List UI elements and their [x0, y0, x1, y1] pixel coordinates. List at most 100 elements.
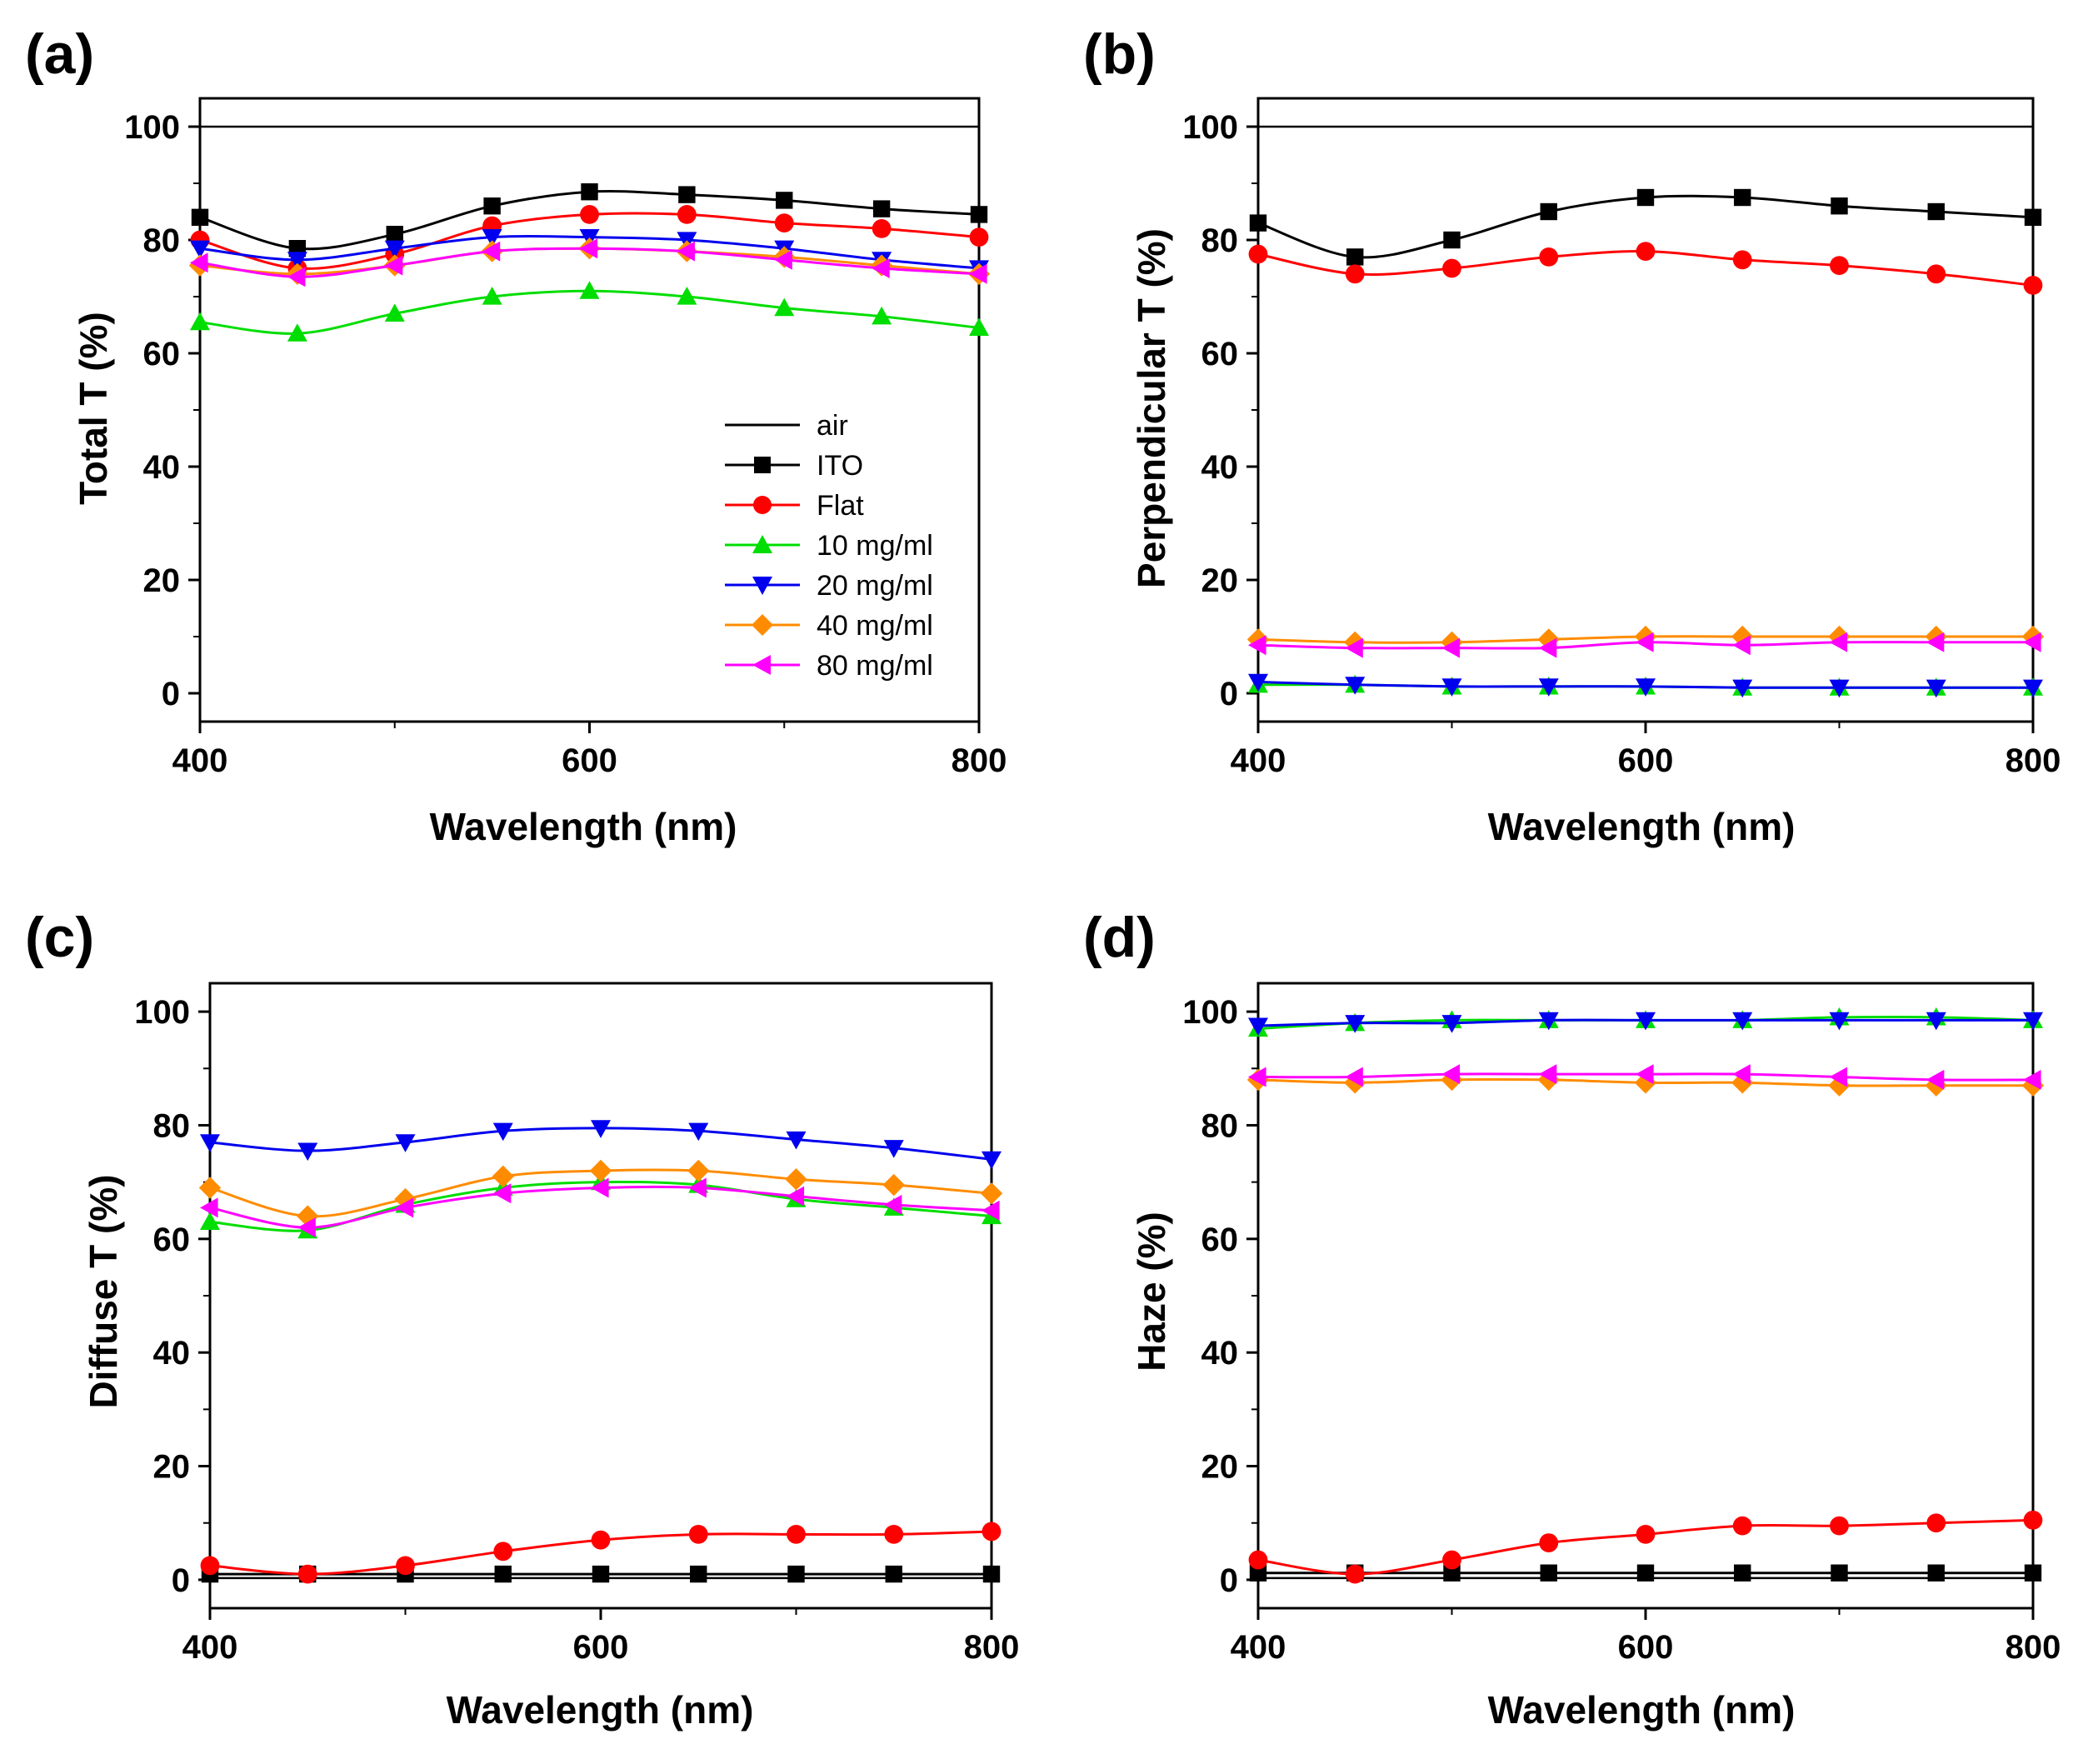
panel-b-letter: (b): [1083, 22, 1156, 86]
panel-a-series-flat-point: [969, 227, 989, 247]
panel-d-series-20-mg-ml-point: [1732, 1012, 1753, 1031]
panel-d-series-80-mg-ml-point: [1926, 1069, 1945, 1090]
legend: air ITO Flat 10 mg/ml 20 mg/ml 40 mg/ml …: [725, 410, 933, 682]
legend-label-40: 40 mg/ml: [817, 610, 933, 642]
panel-c-series-80-mg-ml-point: [883, 1194, 902, 1215]
panel-c-letter: (c): [25, 906, 94, 969]
panel-b-series-40-mg-ml-point: [1344, 631, 1366, 653]
legend-label-ito: ITO: [817, 450, 863, 482]
panel-b-y-tick-label: 40: [1201, 449, 1239, 486]
panel-d-series-20-mg-ml-point: [1441, 1015, 1462, 1033]
panel-a-series-ito-point: [776, 192, 793, 209]
panel-b-series-80-mg-ml-point: [1829, 632, 1848, 652]
panel-c: (c) 400 600 800 0 20 40 60 80 100 Wavelength (nm…: [25, 906, 1019, 1732]
panel-b-series-ito-point: [1636, 188, 1655, 207]
panel-a-series-flat-point: [580, 205, 599, 224]
panel-d-series-flat-point: [1732, 1516, 1752, 1536]
panel-d-y-tick-label: 80: [1201, 1107, 1239, 1144]
panel-d-series-ito-point: [1540, 1564, 1557, 1582]
panel-c-series-flat-point: [493, 1542, 513, 1562]
panel-c-series-flat-point: [982, 1522, 1002, 1542]
panel-a-series-10-mg-ml-point: [482, 287, 502, 305]
panel-b-series-40-mg-ml-point: [1441, 631, 1463, 653]
panel-b-y-axis-title: Perpendicular T (%): [1130, 228, 1173, 588]
panel-d-letter: (d): [1083, 906, 1156, 969]
panel-d-series-20-mg-ml-point: [1538, 1012, 1559, 1031]
panel-c-series-20-mg-ml-point: [982, 1151, 1002, 1170]
panel-d-series-40-mg-ml-point: [1344, 1072, 1366, 1094]
panel-c-series-40-mg-ml-point: [297, 1205, 319, 1227]
panel-a-series-10-mg-ml-point: [969, 317, 989, 336]
panel-c-plot: 400 600 800 0 20 40 60 80 100: [134, 982, 1019, 1666]
panel-c-series-80-mg-ml-point: [786, 1186, 805, 1207]
panel-a-series-20-mg-ml-point: [287, 252, 307, 270]
panel-a-series-80-mg-ml-point: [384, 255, 403, 276]
panel-b-x-tick-label: 400: [1231, 742, 1286, 779]
panel-b-series-ito-point: [2024, 208, 2042, 226]
panel-d-series-80-mg-ml-point: [1829, 1067, 1848, 1087]
panel-d-series-20-mg-ml-point: [1345, 1015, 1366, 1033]
panel-b-series-ito-point: [1831, 197, 1848, 215]
panel-c-y-tick-label: 60: [153, 1222, 191, 1258]
panel-b-series-40-mg-ml-point: [1925, 625, 1947, 648]
panel-a-series-ito-point: [386, 226, 403, 243]
panel-b-series-flat-point: [1636, 242, 1656, 261]
panel-b-series-80-mg-ml-point: [1732, 635, 1751, 656]
panel-a-x-tick-label: 600: [562, 742, 617, 779]
legend-label-flat: Flat: [817, 490, 864, 522]
panel-d-series-flat-point: [1248, 1550, 1268, 1570]
panel-d-series-20-mg-ml-point: [1248, 1017, 1268, 1037]
panel-c-series-flat-point: [884, 1524, 904, 1544]
panel-c-series-80-mg-ml-point: [297, 1217, 316, 1238]
panel-d-series-flat-point: [1830, 1516, 1849, 1536]
panel-b-series-80-mg-ml-point: [1926, 632, 1945, 652]
panel-c-y-tick-label: 80: [153, 1107, 191, 1144]
panel-a-series-80-mg-ml-point: [482, 241, 501, 262]
panel-c-series-flat-point: [688, 1524, 708, 1544]
panel-c-x-axis-title: Wavelength (nm): [447, 1688, 754, 1732]
panel-a-series-10-mg-ml-point: [677, 287, 697, 305]
legend-label-air: air: [817, 410, 848, 442]
panel-d-series-80-mg-ml-point: [1538, 1064, 1557, 1085]
panel-d-series-80-mg-ml-point: [1441, 1064, 1461, 1085]
panel-c-series-20-mg-ml-point: [591, 1120, 611, 1138]
panel-c-series-flat-point: [297, 1564, 317, 1584]
panel-d-y-tick-label: 0: [1220, 1562, 1238, 1599]
panel-a-series-10-mg-ml-point: [190, 312, 210, 331]
panel-b-y-tick-label: 80: [1201, 222, 1239, 259]
panel-b-series-20-mg-ml-point: [1636, 678, 1656, 697]
panel-b-plot: 400 600 800 0 20 40 60 80 100: [1182, 97, 2061, 779]
panel-c-series-40-mg-ml-point: [980, 1182, 1003, 1205]
panel-c-series-40-mg-ml-point: [198, 1177, 222, 1199]
panel-c-series-ito-point: [690, 1565, 707, 1583]
panel-b-series-20-mg-ml-point: [1829, 679, 1850, 698]
panel-c-series-20-mg-ml-point: [688, 1122, 709, 1142]
panel-a-letter: (a): [25, 22, 94, 86]
panel-b-series-ito-point: [1734, 188, 1751, 207]
panel-c-x-tick-label: 400: [182, 1629, 238, 1666]
panel-b-series-20-mg-ml-point: [1345, 677, 1366, 695]
panel-a-y-tick-label: 0: [162, 676, 180, 712]
panel-d-y-tick-label: 100: [1182, 994, 1238, 1031]
panel-b-series-40-mg-ml-point: [2021, 625, 2045, 648]
panel-c-series-80-mg-ml-point: [395, 1197, 414, 1218]
panel-c-y-tick-label: 20: [153, 1449, 191, 1486]
panel-c-series-80-mg-ml-point: [982, 1200, 1000, 1221]
panel-b-series-flat-point: [1830, 256, 1849, 275]
panel-b-series-flat-point: [1345, 264, 1365, 284]
panel-c-x-tick-label: 600: [573, 1629, 629, 1666]
panel-c-series-80-mg-ml-point: [492, 1183, 512, 1204]
panel-d-y-tick-label: 60: [1201, 1222, 1239, 1258]
panel-d-x-tick-label: 400: [1231, 1629, 1286, 1666]
panel-d-series-ito-point: [1443, 1564, 1461, 1582]
panel-b-series-ito-point: [1443, 231, 1461, 249]
panel-d-series-40-mg-ml-point: [1828, 1074, 1851, 1097]
panel-b-series-flat-point: [1926, 264, 1946, 284]
panel-a-series-10-mg-ml-point: [579, 281, 600, 299]
panel-c-series-20-mg-ml-point: [200, 1134, 220, 1152]
panel-c-series-40-mg-ml-point: [785, 1168, 807, 1191]
panel-c-series-40-mg-ml-point: [589, 1159, 612, 1182]
panel-c-series-ito-point: [494, 1565, 512, 1583]
panel-d-x-axis-title: Wavelength (nm): [1488, 1688, 1796, 1732]
